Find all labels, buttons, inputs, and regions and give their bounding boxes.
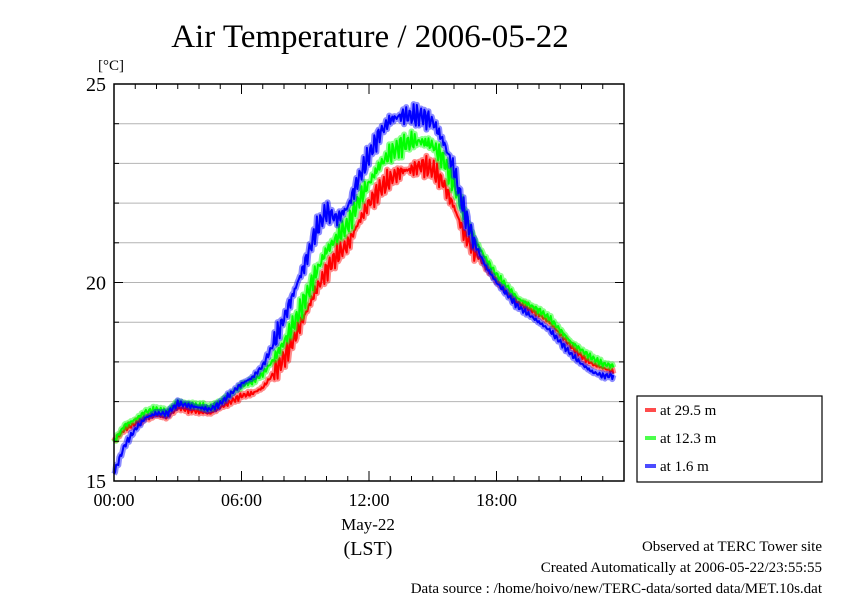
- legend-label: at 1.6 m: [660, 459, 709, 475]
- legend-box: [636, 395, 823, 483]
- x-tick-label: 00:00: [93, 490, 134, 510]
- footer-source: Data source : /home/hoivo/new/TERC-data/…: [411, 581, 823, 595]
- x-ticks: 00:00 06:00 12:00 18:00: [93, 84, 625, 510]
- x-axis-unit-label: (LST): [344, 538, 393, 560]
- legend: at 29.5 m at 12.3 m at 1.6 m: [636, 395, 823, 483]
- legend-label: at 12.3 m: [660, 431, 717, 447]
- y-tick-label: 15: [86, 471, 106, 493]
- x-tick-label: 18:00: [476, 490, 517, 510]
- series-layer: [111, 101, 617, 476]
- grid-lines: [114, 123, 624, 442]
- x-axis-date-label: May-22: [341, 515, 395, 534]
- footer-created: Created Automatically at 2006-05-22/23:5…: [541, 560, 822, 576]
- y-tick-label: 20: [86, 273, 106, 295]
- footer-site: Observed at TERC Tower site: [642, 539, 822, 555]
- y-axis-unit: [°C]: [98, 58, 124, 74]
- y-tick-label: 25: [86, 74, 106, 96]
- legend-label: at 29.5 m: [660, 403, 717, 419]
- x-tick-label: 06:00: [221, 490, 262, 510]
- series-line-at-1-6-m: [113, 103, 615, 475]
- chart-title: Air Temperature / 2006-05-22: [171, 19, 569, 55]
- x-tick-label: 12:00: [348, 490, 389, 510]
- series-line-at-12-3-m: [113, 130, 615, 442]
- y-ticks: 15 20 25: [86, 74, 624, 493]
